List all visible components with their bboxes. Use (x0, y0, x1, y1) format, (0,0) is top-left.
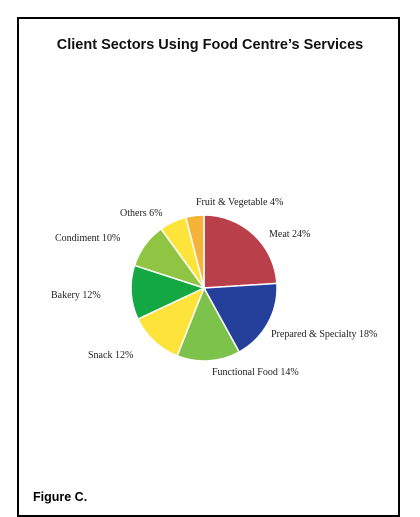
slice-label: Bakery 12% (51, 290, 101, 301)
pie-slice (184, 214, 205, 289)
pie-slice (176, 286, 241, 362)
slice-label: Condiment 10% (55, 233, 120, 244)
figure-caption: Figure C. (33, 490, 88, 504)
slice-label: Functional Food 14% (212, 367, 299, 378)
slice-label: Fruit & Vegetable 4% (196, 197, 283, 208)
slice-label: Meat 24% (269, 229, 310, 240)
pie-slice (202, 282, 278, 353)
slice-label: Others 6% (120, 208, 163, 219)
slice-label: Snack 12% (88, 350, 133, 361)
pie-slices (130, 214, 278, 362)
pie-labels: Meat 24% Prepared & Specialty 18% Function… (51, 197, 377, 378)
slice-label: Prepared & Specialty 18% (271, 329, 377, 340)
chart-title: Client Sectors Using Food Centre’s Servi… (56, 37, 364, 53)
pie-slice (203, 214, 278, 289)
